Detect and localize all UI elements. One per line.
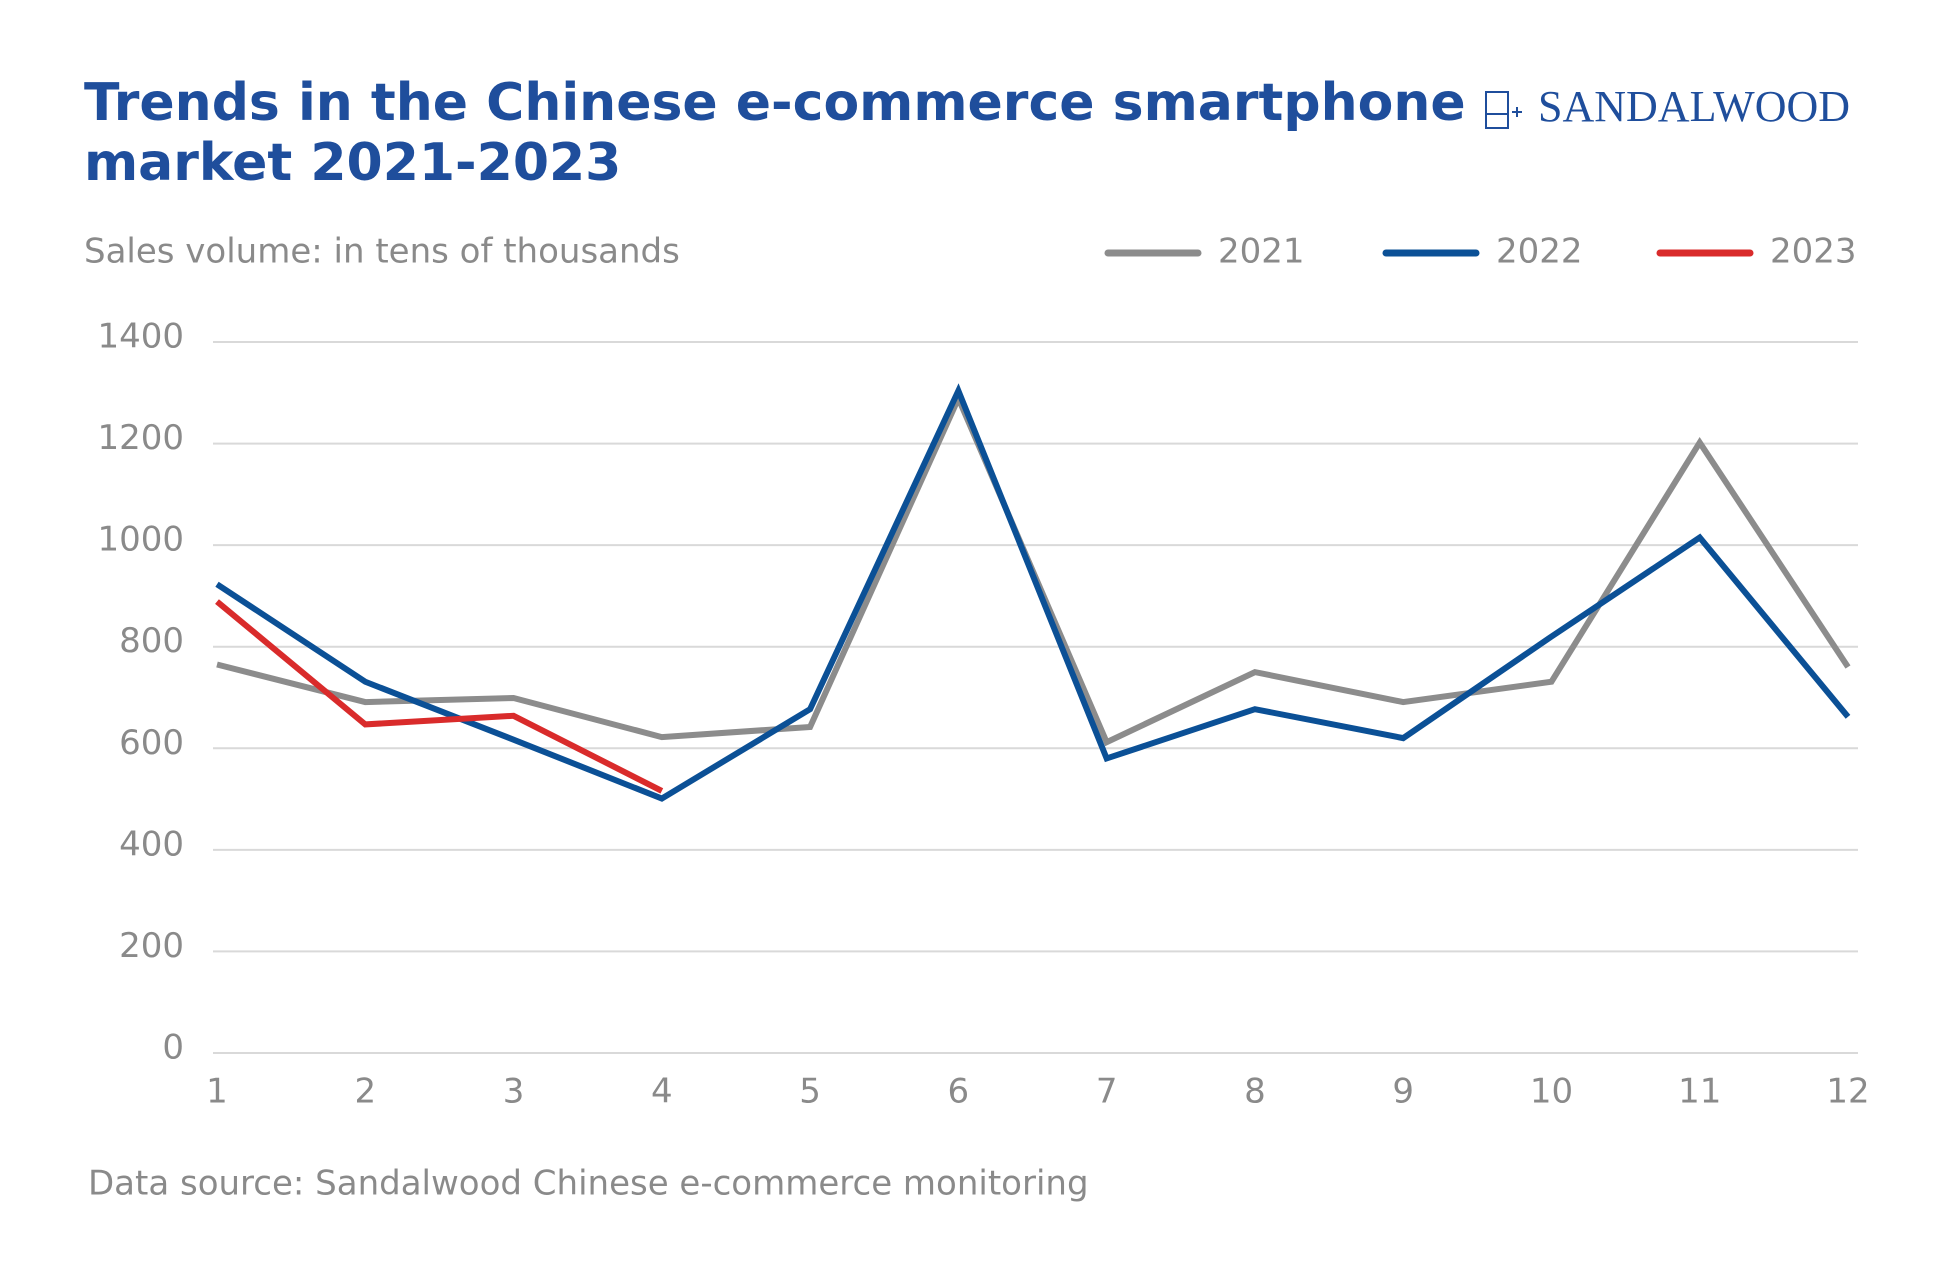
legend-label: 2022 (1496, 232, 1583, 272)
y-tick-label: 400 (119, 824, 184, 864)
y-tick-label: 1200 (97, 418, 184, 458)
x-tick-label: 1 (206, 1072, 228, 1112)
x-tick-label: 10 (1530, 1072, 1573, 1112)
logo-icon (1485, 91, 1522, 129)
x-tick-label: 11 (1678, 1072, 1721, 1112)
x-tick-label: 6 (948, 1072, 970, 1112)
x-tick-label: 3 (503, 1072, 525, 1112)
logo: SANDALWOOD (1538, 82, 1850, 131)
y-tick-label: 0 (162, 1028, 184, 1068)
y-tick-label: 1400 (97, 317, 184, 357)
legend-label: 2021 (1218, 232, 1305, 272)
y-tick-label: 1000 (97, 520, 184, 560)
y-tick-label: 800 (119, 621, 184, 661)
chart-title: Trends in the Chinese e-commerce smartph… (84, 73, 1466, 133)
x-tick-label: 7 (1096, 1072, 1118, 1112)
subtitle: Sales volume: in tens of thousands (84, 232, 680, 272)
line (215, 383, 1851, 802)
chart-title: market 2021-2023 (84, 133, 621, 193)
x-tick-label: 12 (1826, 1072, 1869, 1112)
legend-label: 2023 (1770, 232, 1857, 272)
x-tick-label: 4 (651, 1072, 673, 1112)
x-tick-label: 8 (1244, 1072, 1266, 1112)
x-tick-label: 2 (354, 1072, 376, 1112)
y-tick-label: 200 (119, 926, 184, 966)
x-tick-label: 9 (1392, 1072, 1414, 1112)
line (215, 599, 664, 794)
source: Data source: Sandalwood Chinese e-commer… (88, 1164, 1089, 1204)
y-tick-label: 600 (119, 723, 184, 763)
x-tick-label: 5 (799, 1072, 821, 1112)
